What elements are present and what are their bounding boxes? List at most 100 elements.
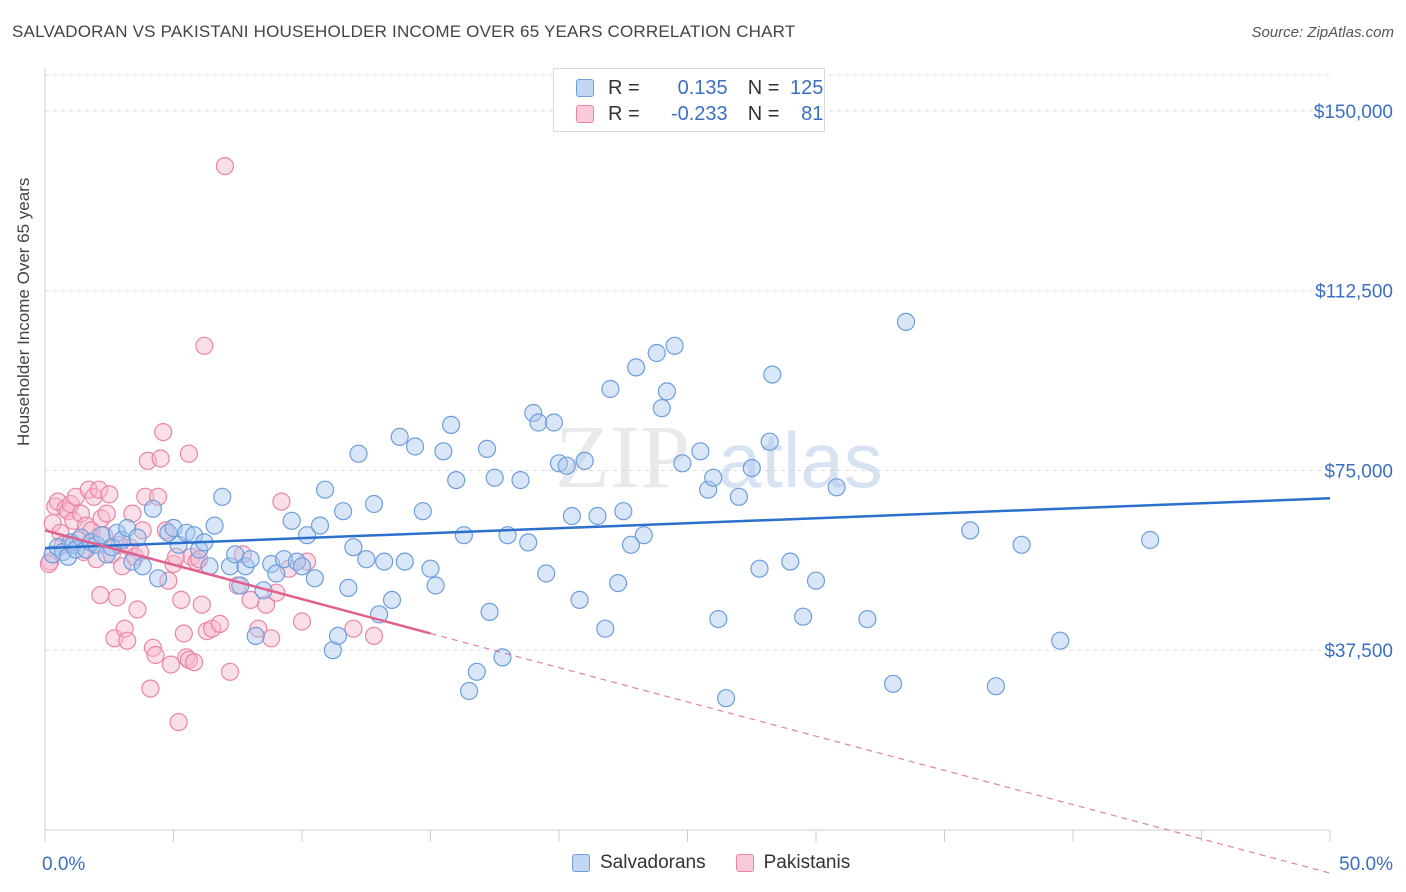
tick-labels: $37,500 $75,000 $112,500 $150,000 0.0% 50.0% xyxy=(42,102,1393,875)
salvadoran-point xyxy=(716,689,736,708)
legend-label: Pakistanis xyxy=(763,852,851,873)
salvadoran-trend-line xyxy=(44,497,1331,550)
salvadoran-point xyxy=(793,607,813,626)
y-axis-label: Householder Income Over 65 years xyxy=(14,177,33,446)
salvadoran-point xyxy=(781,552,800,571)
legend-row-salvadorans: R = 0.135 N = 125 xyxy=(576,75,823,101)
r-value: -0.233 xyxy=(670,102,728,125)
x-tick-label: 50.0% xyxy=(1339,854,1393,875)
salvadoran-point xyxy=(298,526,317,545)
pakistani-point xyxy=(249,619,268,638)
salvadoran-point xyxy=(750,559,769,578)
pakistani-point xyxy=(172,590,191,610)
salvadoran-point xyxy=(575,451,594,470)
salvadoran-point xyxy=(364,494,384,514)
salvadoran-point xyxy=(1012,535,1031,554)
y-tick-label: $112,500 xyxy=(1315,282,1393,303)
salvadoran-point xyxy=(395,552,414,571)
legend-item-pakistanis[interactable]: Pakistanis xyxy=(735,852,851,874)
salvadoran-point xyxy=(704,468,723,487)
salvadoran-point xyxy=(292,557,312,576)
salvadoran-point xyxy=(614,502,633,521)
pakistani-trend-line xyxy=(44,529,431,635)
pakistani-point xyxy=(123,504,142,523)
pakistani-point xyxy=(149,487,168,506)
salvadoran-point xyxy=(267,564,286,583)
salvadoran-point xyxy=(493,648,512,667)
salvadoran-point xyxy=(382,590,402,610)
salvadoran-point xyxy=(434,442,453,461)
salvadoran-point xyxy=(477,439,497,458)
pakistani-trend-extension xyxy=(430,632,1331,874)
salvadoran-point xyxy=(529,413,548,432)
series-legend: Salvadorans Pakistanis xyxy=(572,852,880,874)
pakistani-point xyxy=(292,612,312,631)
salvadoran-point xyxy=(485,468,504,487)
salvadoran-point xyxy=(827,478,846,497)
salvadoran-point xyxy=(537,564,556,583)
salvadoran-point xyxy=(447,471,466,490)
legend-item-salvadorans[interactable]: Salvadorans xyxy=(572,852,706,874)
salvadoran-point xyxy=(673,454,692,473)
salvadoran-point xyxy=(328,626,348,646)
salvadoran-point xyxy=(608,573,628,593)
salvadoran-point xyxy=(858,609,877,629)
n-value: 81 xyxy=(801,102,824,125)
salvadoran-point xyxy=(588,506,607,526)
salvadorans-swatch xyxy=(576,79,594,97)
y-tick-label: $150,000 xyxy=(1314,102,1393,123)
pakistani-point xyxy=(151,449,170,468)
pakistani-point xyxy=(143,638,162,657)
salvadoran-point xyxy=(421,559,440,578)
salvadoran-point xyxy=(763,365,782,384)
salvadoran-point xyxy=(524,403,543,423)
axes xyxy=(44,68,1331,842)
pakistani-point xyxy=(141,679,160,698)
salvadoran-point xyxy=(323,641,342,660)
salvadoran-point xyxy=(634,526,653,545)
pakistani-point xyxy=(364,626,384,646)
salvadoran-point xyxy=(480,602,499,622)
legend-row-pakistanis: R = -0.233 N = 81 xyxy=(576,101,823,127)
n-label: N = xyxy=(747,102,780,125)
pakistani-point xyxy=(344,619,363,638)
salvadoran-point xyxy=(128,528,147,547)
salvadoran-point xyxy=(66,540,85,559)
salvadoran-point xyxy=(92,526,111,545)
pakistani-point xyxy=(146,645,165,665)
pakistani-point xyxy=(195,336,214,355)
pakistani-point xyxy=(128,600,147,619)
r-label: R = xyxy=(608,102,640,125)
salvadoran-point xyxy=(557,456,576,475)
salvadoran-point xyxy=(442,415,461,434)
salvadoran-point xyxy=(246,626,265,646)
salvadoran-point xyxy=(1051,631,1070,650)
salvadorans-swatch xyxy=(572,854,590,872)
salvadoran-point xyxy=(454,526,473,545)
salvadoran-point xyxy=(339,578,358,598)
salvadoran-point xyxy=(519,533,538,552)
salvadoran-point xyxy=(143,499,162,518)
pakistanis-swatch xyxy=(735,854,754,872)
salvadoran-point xyxy=(344,538,363,557)
salvadoran-point xyxy=(357,550,376,569)
salvadoran-point xyxy=(241,550,260,569)
chart-title: SALVADORAN VS PAKISTANI HOUSEHOLDER INCO… xyxy=(12,22,796,41)
salvadoran-point xyxy=(413,502,432,521)
salvadoran-point xyxy=(406,437,425,456)
legend-label: Salvadorans xyxy=(600,852,706,873)
salvadoran-point xyxy=(896,312,916,331)
salvadoran-point xyxy=(562,506,582,526)
salvadoran-point xyxy=(652,399,671,418)
pakistani-point xyxy=(118,631,137,650)
salvadoran-point xyxy=(205,516,224,535)
watermark: ZIP atlas xyxy=(555,408,883,507)
r-value: 0.135 xyxy=(677,76,728,99)
salvadoran-point xyxy=(544,413,564,432)
pakistani-point xyxy=(256,595,276,614)
n-value: 125 xyxy=(790,76,824,99)
pakistani-point xyxy=(179,444,198,463)
pakistani-point xyxy=(97,504,116,523)
pakistani-point xyxy=(210,614,229,634)
salvadoran-point xyxy=(698,480,718,499)
